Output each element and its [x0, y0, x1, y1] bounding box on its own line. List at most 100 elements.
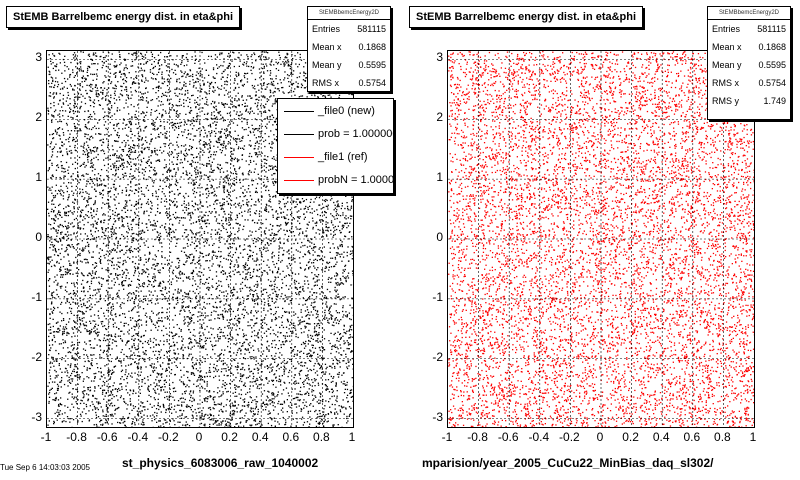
scatter-point [347, 359, 349, 361]
scatter-point [61, 224, 63, 227]
scatter-point [66, 273, 68, 275]
scatter-point [114, 188, 116, 190]
scatter-point [126, 90, 128, 92]
scatter-point [295, 367, 297, 369]
scatter-point [237, 264, 239, 266]
scatter-point [268, 194, 270, 196]
scatter-point [64, 340, 66, 342]
scatter-point [134, 151, 137, 153]
scatter-point [286, 411, 288, 413]
scatter-point [280, 212, 282, 214]
scatter-point [237, 366, 240, 368]
scatter-point [196, 359, 198, 361]
scatter-point [306, 367, 308, 369]
scatter-point [264, 59, 266, 61]
scatter-point [132, 220, 134, 222]
scatter-point [98, 281, 100, 283]
scatter-point [73, 206, 75, 208]
scatter-point [345, 195, 347, 197]
scatter-point [219, 110, 221, 113]
scatter-point [114, 221, 116, 223]
scatter-point [137, 368, 139, 370]
scatter-point [215, 340, 217, 342]
scatter-point [68, 269, 70, 271]
scatter-point [170, 395, 172, 398]
scatter-point [53, 254, 56, 256]
scatter-point [279, 247, 281, 249]
scatter-point [248, 368, 250, 371]
scatter-point [102, 389, 104, 391]
scatter-point [121, 155, 123, 157]
scatter-point [191, 159, 193, 162]
scatter-point [334, 204, 336, 206]
scatter-point [323, 232, 325, 234]
scatter-point [264, 125, 267, 128]
scatter-point [81, 311, 83, 313]
scatter-point [275, 169, 277, 171]
scatter-point [201, 410, 203, 412]
scatter-point [325, 379, 327, 381]
scatter-point [314, 362, 316, 365]
scatter-point [285, 387, 288, 389]
scatter-point [147, 279, 150, 282]
scatter-point [114, 336, 117, 338]
scatter-point [228, 418, 230, 420]
scatter-point [249, 108, 252, 110]
scatter-point [103, 350, 105, 352]
scatter-point [130, 87, 132, 89]
scatter-point [190, 75, 192, 77]
scatter-point [310, 355, 312, 357]
scatter-point [151, 406, 153, 408]
scatter-point [250, 205, 252, 207]
scatter-point [88, 216, 90, 218]
scatter-point [140, 290, 142, 292]
scatter-point [165, 327, 167, 329]
scatter-point [257, 285, 259, 287]
scatter-point [212, 86, 214, 88]
scatter-point [171, 104, 174, 106]
scatter-point [194, 339, 196, 341]
scatter-point [168, 154, 170, 156]
scatter-point [110, 251, 112, 253]
scatter-point [73, 368, 75, 371]
scatter-point [96, 183, 98, 185]
scatter-point [148, 251, 151, 253]
scatter-point [252, 399, 254, 402]
scatter-point [189, 70, 192, 72]
scatter-point [255, 299, 257, 301]
scatter-point [277, 69, 280, 71]
scatter-point [131, 345, 133, 347]
scatter-point [185, 424, 187, 426]
scatter-point [255, 213, 257, 215]
scatter-point [134, 267, 137, 270]
scatter-point [217, 199, 219, 201]
scatter-point [107, 140, 109, 143]
scatter-point [175, 365, 177, 367]
scatter-point [324, 210, 326, 213]
scatter-point [256, 312, 258, 314]
scatter-point [57, 409, 59, 411]
scatter-point [335, 295, 337, 297]
scatter-point [121, 95, 124, 97]
scatter-point [272, 392, 274, 394]
scatter-point [170, 122, 172, 124]
scatter-point [221, 128, 223, 130]
scatter-point [87, 221, 89, 224]
scatter-point [203, 283, 206, 285]
scatter-point [229, 132, 231, 134]
scatter-point [75, 293, 77, 295]
scatter-point [219, 132, 221, 134]
scatter-point [93, 327, 95, 329]
scatter-point [317, 228, 319, 231]
scatter-point [153, 174, 155, 176]
scatter-point [254, 408, 256, 410]
scatter-point [211, 161, 213, 163]
scatter-point [238, 115, 240, 117]
scatter-point [190, 163, 192, 166]
scatter-point [181, 57, 183, 59]
scatter-point [306, 309, 309, 311]
scatter-point [120, 378, 122, 380]
scatter-point [267, 300, 269, 302]
scatter-point [178, 134, 180, 136]
scatter-point [156, 415, 158, 417]
